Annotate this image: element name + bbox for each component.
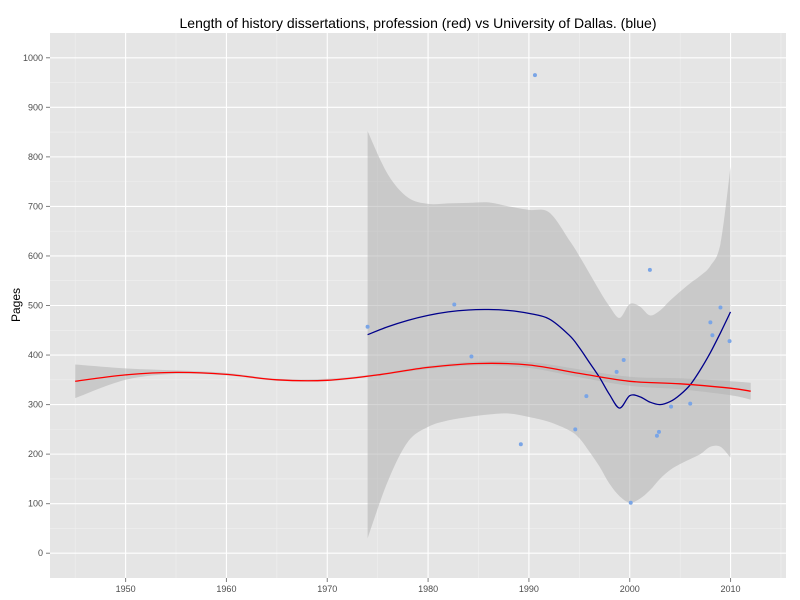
smooth-lines bbox=[75, 308, 751, 409]
x-tick-label: 1990 bbox=[519, 584, 539, 594]
y-tick-label: 200 bbox=[28, 449, 43, 459]
y-tick-label: 700 bbox=[28, 201, 43, 211]
data-point bbox=[708, 320, 713, 325]
data-point bbox=[688, 401, 693, 406]
y-tick-label: 1000 bbox=[23, 53, 43, 63]
data-point bbox=[647, 267, 652, 272]
y-tick-label: 300 bbox=[28, 400, 43, 410]
profession-smooth-line bbox=[75, 362, 751, 392]
data-point bbox=[628, 500, 633, 505]
data-point bbox=[518, 442, 523, 447]
chart-title: Length of history dissertations, profess… bbox=[180, 15, 657, 31]
y-axis-label: Pages bbox=[9, 288, 23, 322]
confidence-ribbon bbox=[367, 131, 731, 539]
x-tick-label: 1980 bbox=[418, 584, 438, 594]
y-tick-label: 800 bbox=[28, 152, 43, 162]
data-point bbox=[669, 404, 674, 409]
x-tick-label: 2010 bbox=[721, 584, 741, 594]
data-point bbox=[654, 433, 659, 438]
data-point bbox=[621, 358, 626, 362]
y-tick-label: 400 bbox=[28, 350, 43, 360]
data-point bbox=[469, 354, 474, 359]
y-tick-label: 100 bbox=[28, 499, 43, 509]
x-tick-label: 2000 bbox=[620, 584, 640, 594]
data-point bbox=[365, 324, 370, 329]
data-point bbox=[584, 394, 589, 399]
x-tick-label: 1970 bbox=[317, 584, 337, 594]
data-point bbox=[614, 369, 619, 374]
data-point bbox=[718, 305, 723, 310]
data-point bbox=[452, 302, 457, 307]
data-point bbox=[656, 429, 661, 434]
confidence-ribbons bbox=[75, 131, 751, 539]
x-axis-ticks: 1950 1960 1970 1980 1990 2000 2010 bbox=[116, 578, 741, 594]
confidence-ribbon bbox=[75, 360, 751, 400]
y-tick-label: 900 bbox=[28, 102, 43, 112]
y-tick-label: 600 bbox=[28, 251, 43, 261]
data-point bbox=[532, 73, 537, 78]
data-point bbox=[710, 333, 715, 338]
y-tick-label: 500 bbox=[28, 301, 43, 311]
x-tick-label: 1960 bbox=[216, 584, 236, 594]
x-tick-label: 1950 bbox=[116, 584, 136, 594]
y-tick-label: 0 bbox=[38, 548, 43, 558]
y-axis-ticks: 0 100 200 300 400 500 600 700 800 900 1000 bbox=[23, 53, 50, 558]
data-points bbox=[365, 73, 732, 505]
data-point bbox=[727, 339, 732, 344]
data-point bbox=[573, 427, 578, 432]
